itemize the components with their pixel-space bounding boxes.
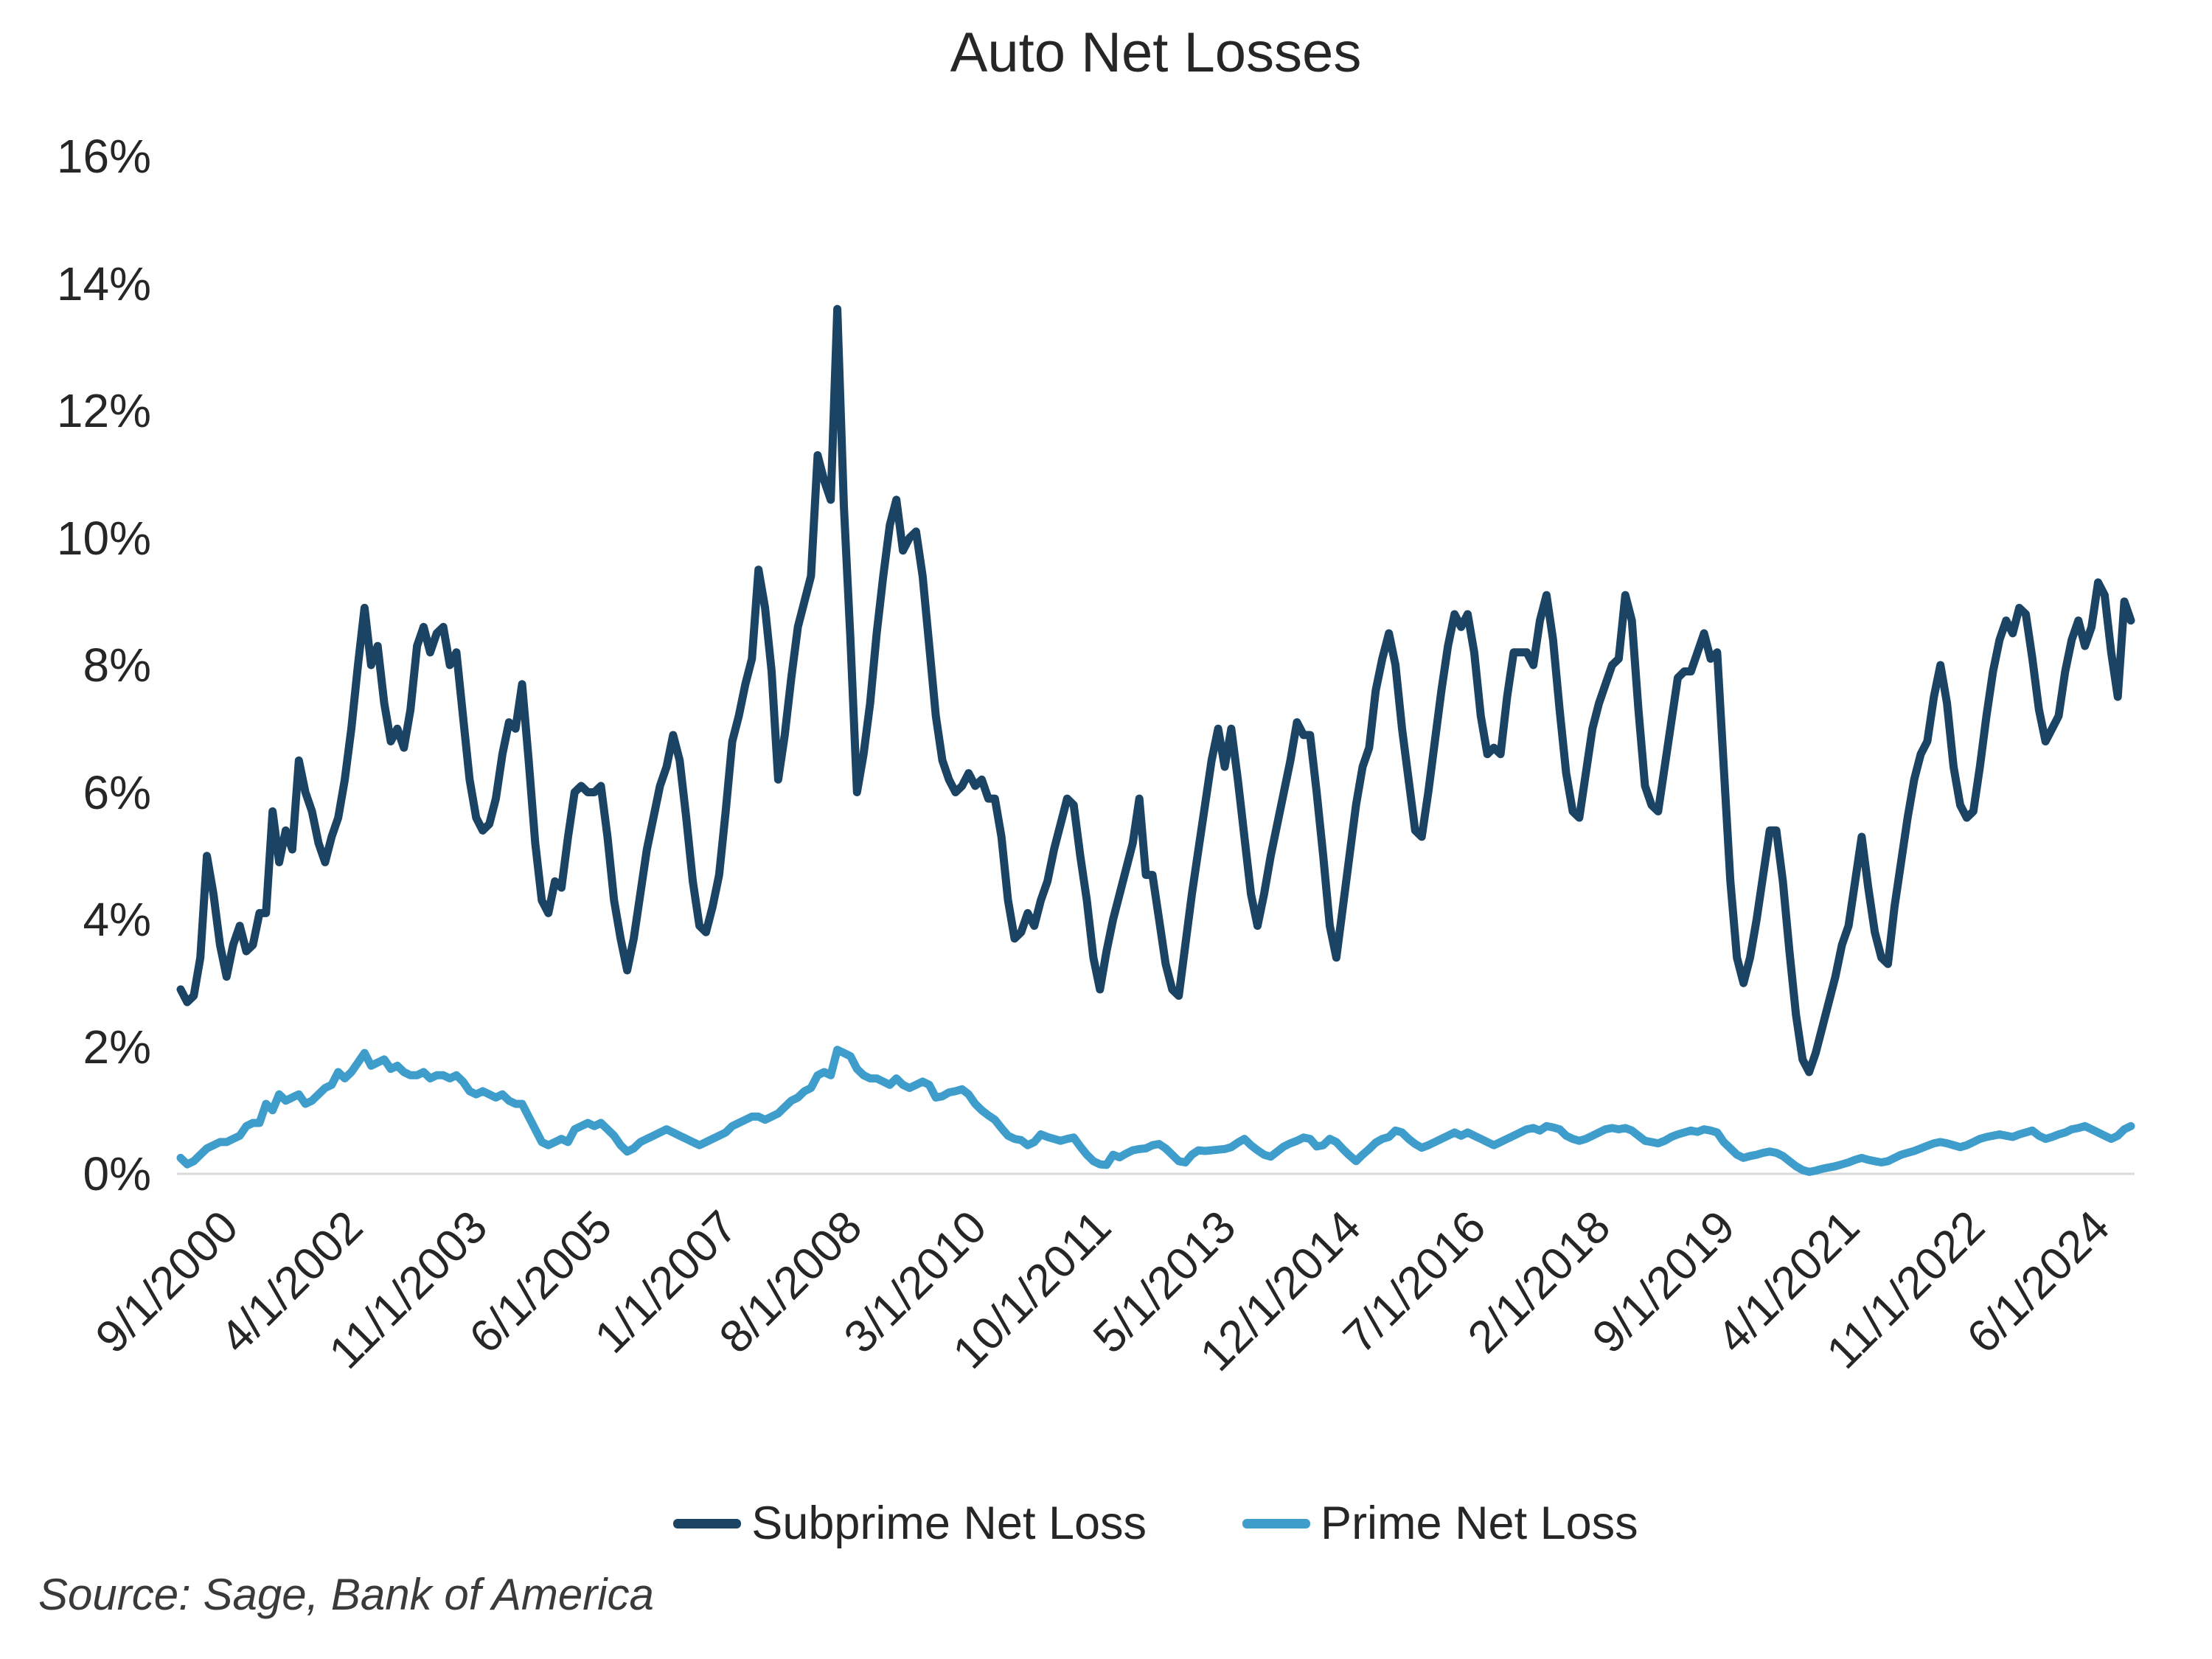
y-axis-label: 16%: [56, 130, 151, 183]
y-axis-label: 2%: [83, 1020, 152, 1074]
legend: Subprime Net Loss Prime Net Loss: [177, 1497, 2135, 1550]
legend-label-subprime: Subprime Net Loss: [751, 1498, 1147, 1549]
y-axis-label: 8%: [83, 639, 152, 692]
chart-title: Auto Net Losses: [950, 21, 1362, 84]
y-axis-label: 14%: [56, 257, 151, 310]
y-axis-label: 12%: [56, 384, 151, 437]
prime-line-swatch: [1242, 1518, 1311, 1528]
y-axis-label: 6%: [83, 765, 152, 819]
subprime-line-swatch: [673, 1518, 742, 1528]
prime-line: [176, 1046, 2135, 1176]
legend-item-subprime: Subprime Net Loss: [673, 1497, 1147, 1550]
legend-item-prime: Prime Net Loss: [1242, 1497, 1638, 1550]
y-axis-label: 10%: [56, 511, 151, 565]
source-note: Source: Sage, Bank of America: [38, 1570, 654, 1619]
legend-label-prime: Prime Net Loss: [1321, 1498, 1638, 1549]
y-axis-label: 4%: [83, 893, 152, 946]
y-axis-label: 0%: [83, 1147, 152, 1200]
subprime-line: [176, 305, 2135, 1077]
